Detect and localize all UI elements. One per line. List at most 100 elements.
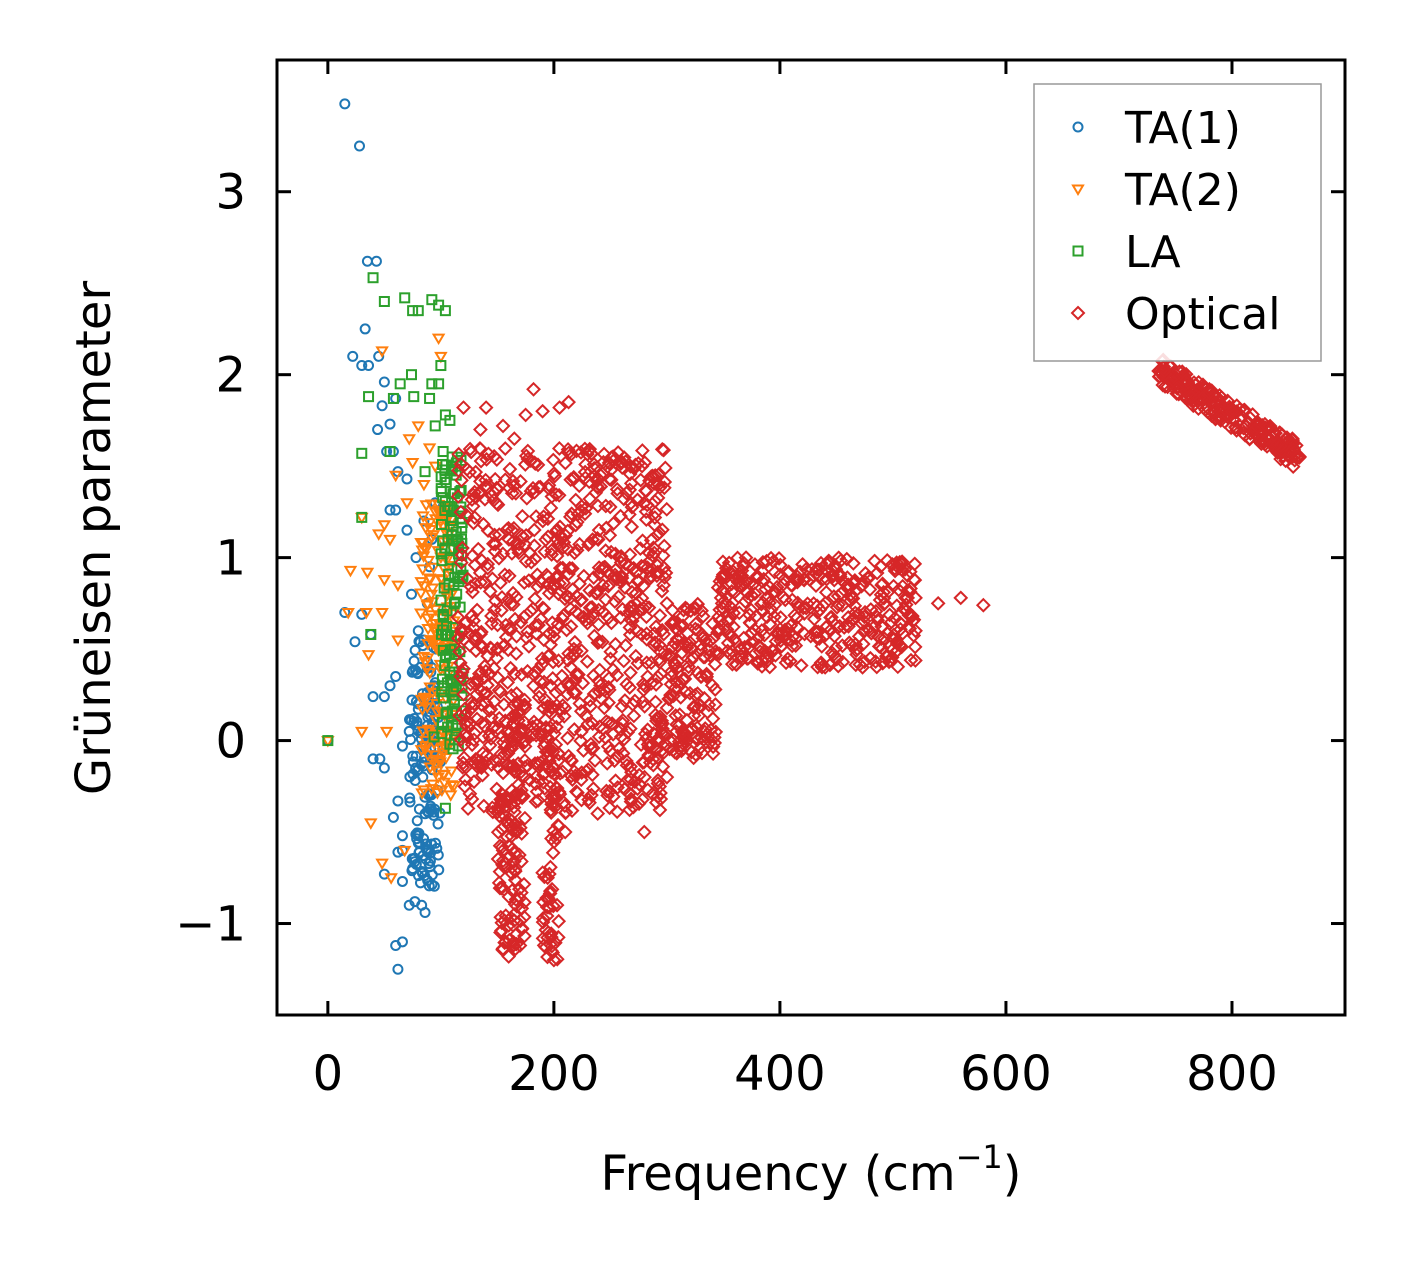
data-point: [404, 796, 416, 808]
data-point: [629, 564, 645, 580]
data-point: [384, 418, 396, 430]
data-point: [584, 599, 600, 615]
data-point: [706, 729, 722, 745]
data-point: [545, 845, 561, 861]
data-point: [528, 776, 544, 792]
data-point: [705, 746, 721, 761]
data-point: [677, 684, 693, 700]
data-point: [489, 650, 505, 666]
data-point: [573, 724, 589, 740]
data-point: [456, 737, 472, 753]
data-point: [394, 378, 406, 390]
data-point: [535, 910, 551, 926]
data-point: [363, 391, 375, 403]
data-point: [527, 664, 543, 680]
data-point: [483, 731, 499, 746]
data-point: [504, 813, 519, 829]
data-point: [537, 780, 553, 796]
data-point: [886, 578, 901, 594]
data-point: [423, 858, 435, 870]
data-point: [793, 658, 809, 673]
data-point: [790, 595, 806, 611]
data-point: [594, 691, 610, 707]
data-point: [631, 796, 647, 812]
data-point: [414, 588, 428, 600]
data-point: [561, 646, 577, 661]
data-point: [501, 568, 517, 584]
data-point: [604, 615, 619, 631]
data-point: [483, 641, 499, 656]
data-point: [792, 564, 808, 580]
data-point: [827, 557, 843, 573]
data-point: [502, 461, 518, 477]
data-point: [458, 772, 474, 788]
data-point: [756, 571, 772, 587]
data-point: [407, 863, 419, 875]
data-point: [435, 360, 447, 372]
data-point: [500, 642, 516, 658]
data-point: [464, 608, 480, 623]
data-point: [777, 592, 793, 608]
data-point: [636, 754, 652, 770]
data-point: [862, 650, 878, 666]
data-point: [617, 693, 633, 708]
data-point: [563, 472, 579, 488]
data-point: [636, 495, 652, 511]
data-point: [488, 593, 503, 609]
data-point: [450, 609, 466, 625]
data-point: [437, 777, 452, 790]
data-point: [639, 631, 655, 647]
data-point: [676, 602, 692, 618]
data-point: [500, 621, 516, 637]
data-point: [374, 753, 386, 765]
data-point: [521, 573, 537, 589]
data-point: [659, 595, 675, 611]
data-point: [673, 738, 689, 754]
data-point: [367, 753, 379, 765]
data-point: [652, 709, 668, 725]
data-point: [774, 626, 790, 642]
data-point: [462, 441, 478, 457]
x-axis-label: Frequency (cm−1): [600, 1138, 1021, 1202]
data-point: [432, 505, 447, 518]
data-point: [425, 583, 440, 595]
data-point: [479, 451, 494, 467]
data-point: [576, 568, 592, 584]
data-point: [575, 675, 591, 691]
data-point: [795, 600, 811, 616]
data-point: [659, 501, 675, 517]
data-point: [1224, 403, 1240, 419]
data-point: [418, 515, 430, 527]
data-point: [356, 447, 368, 459]
data-point: [384, 873, 398, 885]
data-point: [514, 901, 530, 916]
data-point: [598, 543, 614, 559]
data-point: [648, 707, 663, 723]
data-point: [750, 656, 766, 671]
data-point: [751, 638, 767, 653]
data-point: [535, 403, 551, 419]
data-point: [1155, 360, 1171, 376]
data-point: [496, 697, 512, 712]
data-point: [387, 392, 399, 404]
data-point: [531, 661, 546, 677]
data-point: [521, 638, 537, 654]
legend-marker: [1072, 121, 1084, 133]
data-point: [726, 632, 742, 647]
data-point: [608, 636, 623, 652]
data-point: [823, 610, 838, 625]
data-point: [613, 610, 629, 625]
data-point: [438, 680, 450, 692]
data-point: [574, 765, 590, 781]
data-point: [598, 520, 614, 536]
data-point: [630, 781, 645, 797]
data-point: [372, 424, 384, 436]
data-point: [436, 686, 448, 698]
data-point: [390, 671, 402, 683]
data-point: [485, 571, 500, 587]
data-point: [435, 518, 447, 530]
data-point: [614, 568, 630, 584]
data-point: [576, 743, 591, 758]
